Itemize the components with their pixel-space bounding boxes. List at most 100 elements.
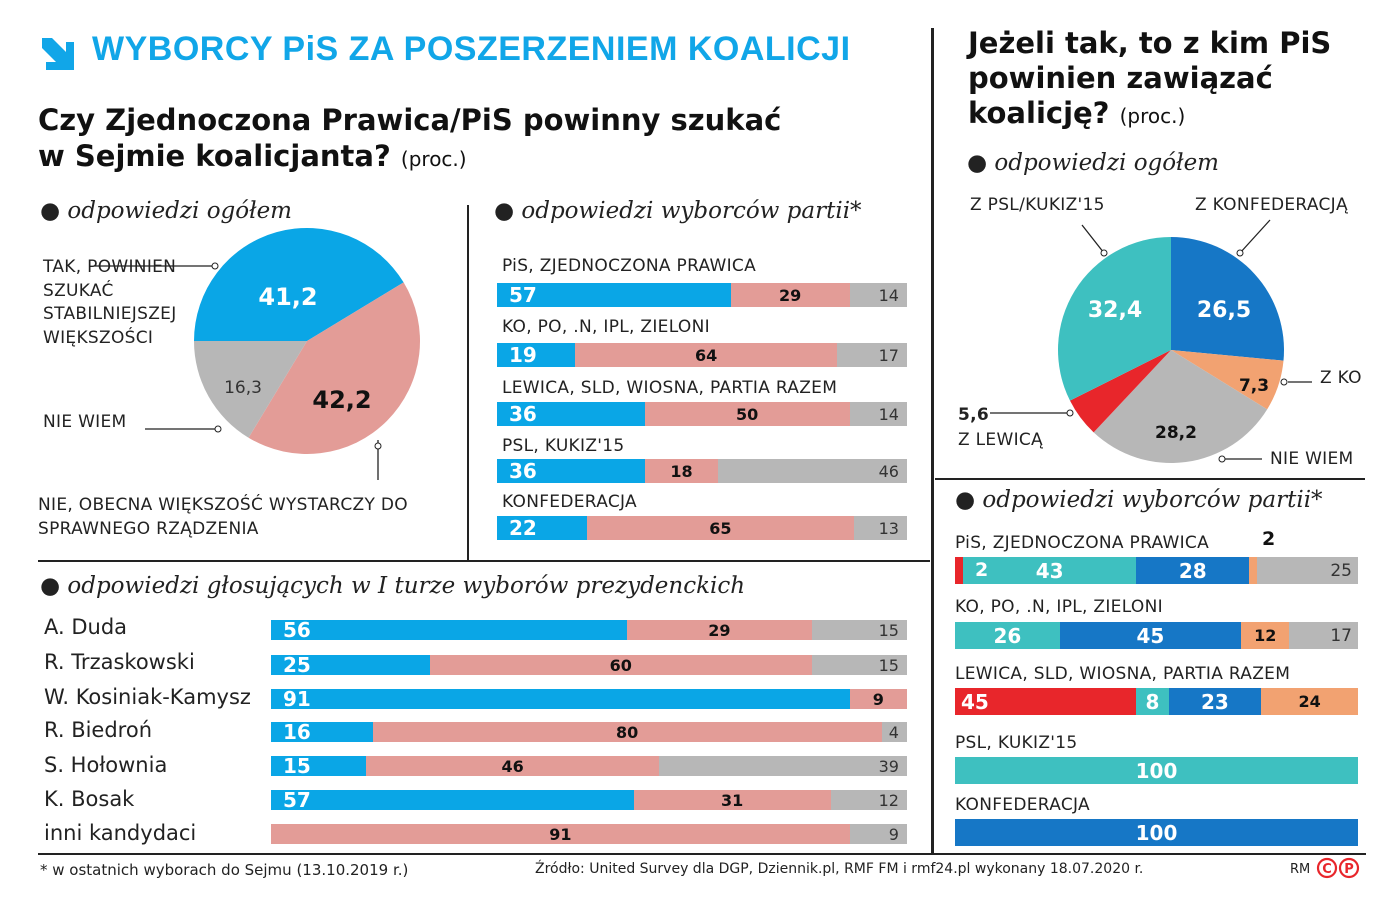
stacked-bar: 91 9 bbox=[271, 687, 907, 711]
bar-segment: 15 bbox=[811, 655, 907, 675]
bar-value-label: 46 bbox=[501, 756, 524, 776]
leader-dot bbox=[374, 442, 382, 450]
bar-category-label: PiS, ZJEDNOCZONA PRAWICA bbox=[502, 256, 757, 276]
bar-category-label: A. Duda bbox=[44, 615, 128, 639]
bar-value-label: 13 bbox=[878, 518, 899, 538]
pie-label-nie-wiem: NIE WIEM bbox=[43, 412, 127, 432]
divider-horizontal-right bbox=[935, 478, 1365, 480]
stacked-bar: 36 18 46 bbox=[497, 459, 907, 483]
bar-value-label: 64 bbox=[694, 345, 718, 365]
bar-value-label: 57 bbox=[509, 283, 537, 307]
bar-category-label: KONFEDERACJA bbox=[955, 795, 1090, 815]
bar-value-label: 18 bbox=[670, 461, 693, 481]
bar-value-label: 60 bbox=[609, 655, 632, 675]
stacked-bar: 2 43 28 2 25 bbox=[955, 557, 1358, 584]
stacked-bar: 45 8 23 24 bbox=[955, 688, 1358, 715]
pie-label-psl-kukiz: Z PSL/KUKIZ'15 bbox=[970, 195, 1105, 215]
bar-segment: 14 bbox=[849, 402, 907, 426]
bar-segment: 8 bbox=[1136, 688, 1169, 715]
bar-value-label: 8 bbox=[1145, 689, 1160, 714]
divider-vertical-main bbox=[931, 28, 934, 854]
bar-value-label: 91 bbox=[283, 687, 311, 711]
small-value-annotation: 2 bbox=[1262, 528, 1276, 550]
subtitle-pie-right: ● odpowiedzi ogółem bbox=[967, 150, 1219, 176]
leader-dot bbox=[1066, 409, 1074, 417]
bar-segment: 56 bbox=[271, 618, 628, 642]
bar-value-label: 16 bbox=[283, 720, 311, 744]
bar-segment: 2 bbox=[955, 557, 964, 584]
bar-value-label: 80 bbox=[616, 722, 639, 742]
subtitle-president: ● odpowiedzi głosujących w I turze wybor… bbox=[40, 573, 746, 599]
bar-value-label: 31 bbox=[720, 790, 744, 810]
bar-value-label: 45 bbox=[961, 689, 989, 714]
divider-footer bbox=[38, 853, 1366, 855]
stacked-bar: 16 80 4 bbox=[271, 720, 907, 744]
arrow-down-right-icon bbox=[42, 38, 74, 70]
bar-value-label: 100 bbox=[1135, 758, 1178, 783]
pie-label-nie: NIE, OBECNA WIĘKSZOŚĆ WYSTARCZY DO SPRAW… bbox=[38, 495, 408, 539]
bar-value-label: 14 bbox=[878, 285, 899, 305]
bar-value-label: 9 bbox=[888, 824, 899, 844]
bar-value-label: 12 bbox=[1254, 626, 1277, 645]
bar-segment: 19 bbox=[497, 343, 575, 367]
leader-dot bbox=[1236, 249, 1244, 257]
pie-value-label: 26,5 bbox=[1197, 298, 1251, 323]
stacked-bar: 57 29 14 bbox=[497, 283, 907, 307]
stacked-bar: 57 31 12 bbox=[271, 788, 907, 812]
svg-text:C: C bbox=[1322, 862, 1332, 877]
bar-value-label: 22 bbox=[509, 516, 537, 540]
bar-segment: 25 bbox=[1257, 557, 1358, 584]
bar-value-label: 19 bbox=[509, 343, 537, 367]
bar-category-label: inni kandydaci bbox=[44, 821, 197, 845]
bar-segment: 4 bbox=[881, 722, 907, 742]
bar-segment: 60 bbox=[430, 655, 812, 675]
bar-value-label: 56 bbox=[283, 618, 311, 642]
bar-value-label: 17 bbox=[878, 345, 899, 365]
bar-segment: 100 bbox=[955, 819, 1358, 846]
bar-segment: 14 bbox=[849, 283, 907, 307]
bar-value-label: 46 bbox=[878, 461, 899, 481]
bar-value-label: 4 bbox=[888, 722, 899, 742]
bar-segment: 12 bbox=[1241, 622, 1290, 649]
leader-dot bbox=[1100, 249, 1108, 257]
pie-value-label: 41,2 bbox=[258, 283, 317, 311]
credit: RM bbox=[1290, 862, 1311, 877]
bar-segment: 9 bbox=[849, 689, 907, 709]
bar-segment: 57 bbox=[497, 283, 731, 307]
bar-segment: 9 bbox=[849, 824, 907, 844]
bar-segment: 13 bbox=[853, 516, 907, 540]
stacked-bar: 26 45 12 17 bbox=[955, 622, 1358, 649]
stacked-bar: 100 bbox=[955, 757, 1358, 784]
bar-segment: 80 bbox=[372, 722, 882, 742]
bar-value-label: 100 bbox=[1135, 820, 1178, 845]
subtitle-party-left: ● odpowiedzi wyborców partii* bbox=[494, 198, 862, 224]
stacked-bar: 36 50 14 bbox=[497, 402, 907, 426]
pie-slice bbox=[1093, 350, 1268, 463]
bar-segment: 17 bbox=[1289, 622, 1358, 649]
subtitle-party-right: ● odpowiedzi wyborców partii* bbox=[955, 487, 1323, 513]
bar-value-label: 15 bbox=[878, 620, 899, 640]
svg-text:P: P bbox=[1344, 862, 1354, 877]
bar-value-label: 29 bbox=[708, 620, 731, 640]
bar-value-label: 36 bbox=[509, 402, 537, 426]
bar-segment: 91 bbox=[271, 824, 850, 844]
pie-slice bbox=[248, 282, 420, 454]
stacked-bar: 15 46 39 bbox=[271, 754, 907, 778]
bar-category-label: R. Trzaskowski bbox=[44, 650, 195, 674]
stacked-bar: 19 64 17 bbox=[497, 343, 907, 367]
bar-segment: 29 bbox=[730, 283, 850, 307]
bar-segment: 36 bbox=[497, 402, 645, 426]
bar-segment: 91 bbox=[271, 687, 850, 711]
bar-segment: 24 bbox=[1261, 688, 1358, 715]
pie-value-label: 42,2 bbox=[312, 386, 371, 414]
bar-segment: 45 bbox=[1059, 622, 1242, 649]
bar-segment: 31 bbox=[633, 790, 831, 810]
bar-value-label: 28 bbox=[1178, 558, 1207, 583]
bar-segment: 28 bbox=[1136, 557, 1250, 584]
bar-segment: 18 bbox=[644, 459, 719, 483]
bar-value-label: 24 bbox=[1298, 692, 1321, 711]
bar-segment: 15 bbox=[271, 754, 367, 778]
stacked-bar: 22 65 13 bbox=[497, 516, 907, 540]
